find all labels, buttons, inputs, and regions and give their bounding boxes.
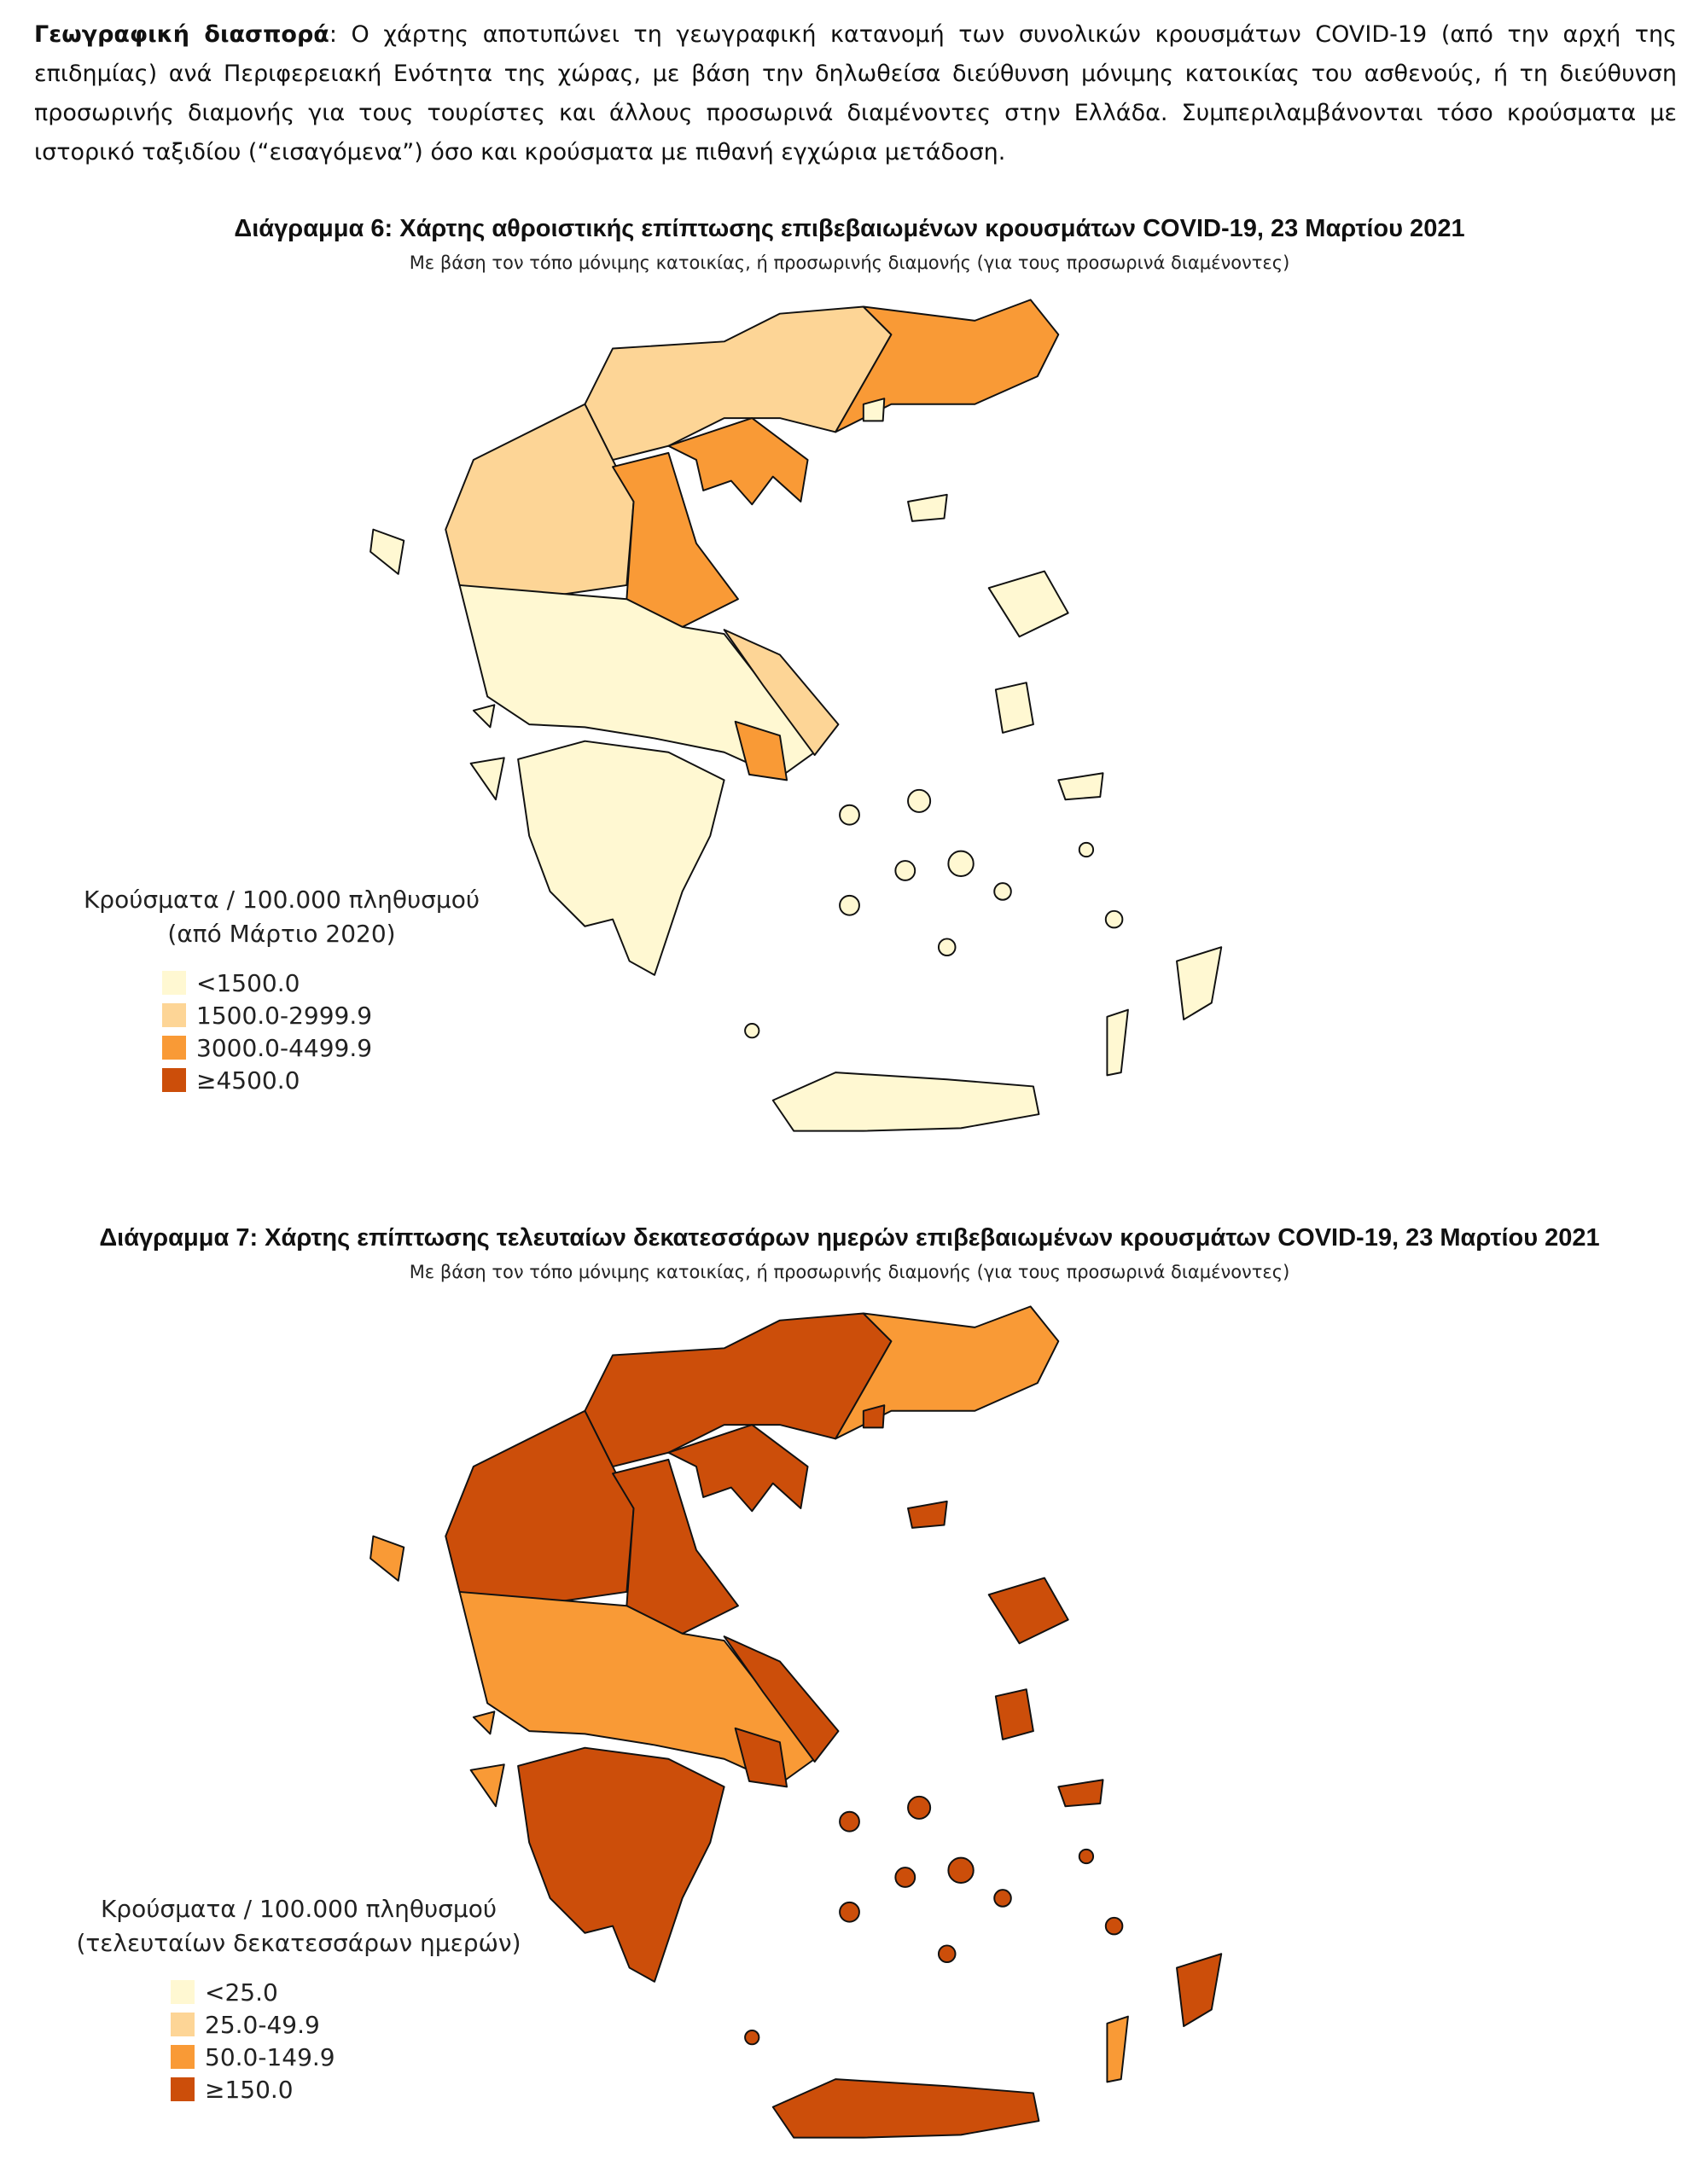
legend-title: Κρούσματα / 100.000 πληθυσμού — [100, 1895, 497, 1923]
legend-item: 1500.0-2999.9 — [162, 999, 503, 1031]
legend-swatch — [171, 2045, 195, 2069]
legend-label: ≥4500.0 — [196, 1066, 300, 1095]
figure-subtitle: Με βάση τον τόπο μόνιμης κατοικίας, ή πρ… — [409, 1262, 1290, 1282]
legend-swatch — [162, 971, 186, 995]
legend-label: <1500.0 — [196, 968, 300, 997]
body-text: : Ο χάρτης αποτυπώνει τη γεωγραφική κατα… — [34, 21, 1678, 166]
figure-title: Διάγραμμα 6: Χάρτης αθροιστικής επίπτωση… — [234, 215, 1465, 242]
legend-item: <25.0 — [171, 1976, 529, 2008]
legend-item: <1500.0 — [162, 967, 503, 999]
legend-label: 50.0-149.9 — [205, 2042, 335, 2071]
legend-item: ≥150.0 — [171, 2073, 529, 2106]
legend-swatch — [171, 1980, 195, 2004]
legend-label: 1500.0-2999.9 — [196, 1001, 373, 1030]
paragraph: Γεωγραφική διασπορά: Ο χάρτης αποτυπώνει… — [34, 15, 1677, 172]
legend-subtitle: (από Μάρτιο 2020) — [167, 920, 396, 948]
legend-item: 25.0-49.9 — [171, 2008, 529, 2041]
legend-item: 50.0-149.9 — [171, 2041, 529, 2073]
figure-subtitle: Με βάση τον τόπο μόνιμης κατοικίας, ή πρ… — [409, 253, 1290, 273]
legend-title: Κρούσματα / 100.000 πληθυσμού — [83, 886, 480, 914]
legend-label: <25.0 — [205, 1978, 278, 2007]
legend-swatch — [162, 1068, 186, 1092]
figure-title: Διάγραμμα 7: Χάρτης επίπτωσης τελευταίων… — [99, 1224, 1600, 1252]
legend: Κρούσματα / 100.000 πληθυσμού (από Μάρτιο… — [60, 883, 503, 1096]
lead: Γεωγραφική διασπορά — [34, 21, 329, 48]
legend-item: ≥4500.0 — [162, 1064, 503, 1096]
legend-label: ≥150.0 — [205, 2075, 294, 2104]
legend-items: <1500.0 1500.0-2999.9 3000.0-4499.9 ≥4500.0 — [162, 967, 503, 1096]
legend-swatch — [171, 2013, 195, 2036]
legend-label: 3000.0-4499.9 — [196, 1033, 373, 1062]
legend-subtitle: (τελευταίων δεκατεσσάρων ημερών) — [76, 1929, 521, 1957]
legend: Κρούσματα / 100.000 πληθυσμού (τελευταίων… — [68, 1892, 529, 2106]
legend-swatch — [162, 1003, 186, 1027]
legend-item: 3000.0-4499.9 — [162, 1031, 503, 1064]
legend-swatch — [162, 1036, 186, 1060]
legend-label: 25.0-49.9 — [205, 2010, 320, 2039]
legend-swatch — [171, 2077, 195, 2101]
legend-items: <25.0 25.0-49.9 50.0-149.9 ≥150.0 — [171, 1976, 529, 2106]
